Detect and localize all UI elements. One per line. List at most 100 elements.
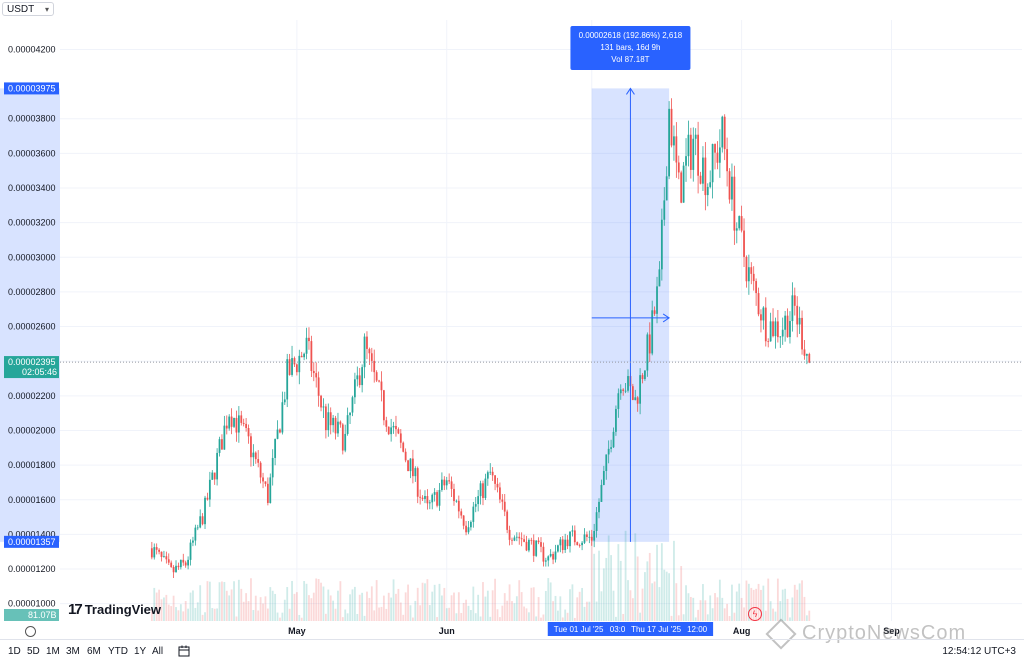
volume-bar — [274, 593, 277, 621]
volume-bar — [796, 589, 799, 621]
volume-bar — [578, 591, 581, 621]
volume-bar — [711, 608, 714, 621]
volume-bar — [687, 593, 690, 621]
volume-bar — [237, 579, 240, 621]
volume-bar — [172, 595, 175, 621]
volume-bar — [731, 584, 733, 621]
candle-body — [636, 397, 639, 404]
candle-body — [276, 429, 279, 439]
y-axis-panel — [0, 20, 60, 623]
volume-bar — [269, 587, 272, 621]
volume-bar — [373, 610, 376, 621]
volume-bar — [544, 590, 547, 621]
volume-bar — [201, 614, 204, 621]
timeframe-all[interactable]: All — [152, 646, 164, 657]
candle-body — [346, 415, 349, 434]
volume-bar — [793, 584, 796, 621]
volume-bar — [781, 589, 784, 621]
candle-body — [204, 497, 206, 525]
candle-body — [656, 286, 658, 314]
volume-bar — [361, 592, 364, 621]
candle-body — [271, 457, 274, 478]
candle-body — [607, 448, 610, 455]
timeframe-6m[interactable]: 6M — [87, 646, 101, 657]
candle-body — [170, 562, 173, 567]
candle-body — [247, 428, 250, 437]
candle-body — [738, 216, 741, 229]
volume-bar — [208, 581, 211, 621]
timeframe-3m[interactable]: 3M — [66, 646, 80, 657]
volume-bar — [254, 595, 257, 621]
volume-bar — [520, 592, 523, 621]
candle-body — [351, 397, 354, 413]
candle-body — [646, 334, 649, 371]
volume-bar — [561, 617, 564, 621]
lightning-icon[interactable]: ϟ — [748, 607, 762, 621]
volume-bar — [535, 616, 538, 621]
price-chart[interactable]: 0.00001000 0.00001200 0.00001400 0.00001600… — [0, 0, 1024, 639]
volume-bar — [233, 581, 235, 621]
volume-bar — [755, 588, 758, 621]
timeframe-1d[interactable]: 1D — [8, 646, 21, 657]
candle-body — [192, 540, 194, 543]
timeframe-1y[interactable]: 1Y — [134, 646, 147, 657]
candle-body — [329, 412, 332, 426]
volume-bar — [747, 583, 750, 621]
volume-bar — [675, 583, 678, 621]
candle-body — [308, 337, 310, 342]
candle-body — [508, 529, 511, 540]
candle-body — [165, 556, 168, 560]
candle-body — [685, 156, 687, 166]
timeframe-5d[interactable]: 5D — [27, 646, 40, 657]
volume-bar — [714, 593, 716, 621]
volume-bar — [349, 594, 351, 621]
volume-bar — [593, 553, 596, 621]
volume-bar — [424, 583, 426, 621]
volume-bar — [496, 609, 499, 621]
candle-body — [237, 415, 240, 433]
volume-bar — [170, 606, 173, 621]
candle-body — [561, 539, 564, 551]
utc-clock[interactable]: 12:54:12 UTC+3 — [942, 646, 1016, 657]
volume-bar — [808, 610, 811, 621]
volume-bar — [445, 608, 448, 621]
volume-bar — [503, 593, 506, 621]
timeframe-1m[interactable]: 1M — [46, 646, 60, 657]
candle-body — [525, 541, 528, 551]
candle-body — [648, 334, 651, 354]
candle-body — [547, 556, 550, 561]
volume-bar — [382, 595, 385, 621]
candle-body — [235, 417, 238, 433]
volume-bar — [375, 580, 378, 621]
volume-bar — [723, 608, 726, 621]
candle-body — [392, 425, 395, 428]
candle-body — [201, 516, 204, 525]
candle-body — [404, 451, 407, 461]
candle-body — [776, 321, 779, 338]
candle-body — [153, 547, 156, 558]
volume-bar — [155, 592, 158, 621]
current-price-tag-bg — [4, 356, 59, 379]
timeframe-ytd[interactable]: YTD — [108, 646, 128, 657]
volume-bar — [721, 597, 724, 621]
volume-bar — [486, 590, 489, 621]
candle-body — [716, 152, 719, 163]
candle-body — [581, 542, 583, 546]
candle-body — [559, 539, 562, 546]
volume-bar — [801, 580, 803, 621]
symbol-selector[interactable]: USDT ▾ — [2, 2, 54, 16]
candle-body — [305, 337, 308, 354]
volume-bar — [581, 587, 583, 621]
range-bottom-price-tag: 0.00001357 — [8, 537, 56, 547]
candle-body — [506, 511, 509, 530]
volume-bar — [230, 589, 233, 621]
settings-icon[interactable] — [25, 626, 36, 637]
candle-body — [179, 559, 182, 568]
x-tick-label: May — [288, 626, 306, 636]
volume-bar — [223, 581, 226, 621]
volume-bar — [670, 615, 673, 621]
calendar-icon[interactable] — [178, 645, 190, 657]
volume-bar — [525, 608, 528, 621]
volume-bar — [411, 617, 414, 621]
volume-bar — [595, 601, 598, 621]
